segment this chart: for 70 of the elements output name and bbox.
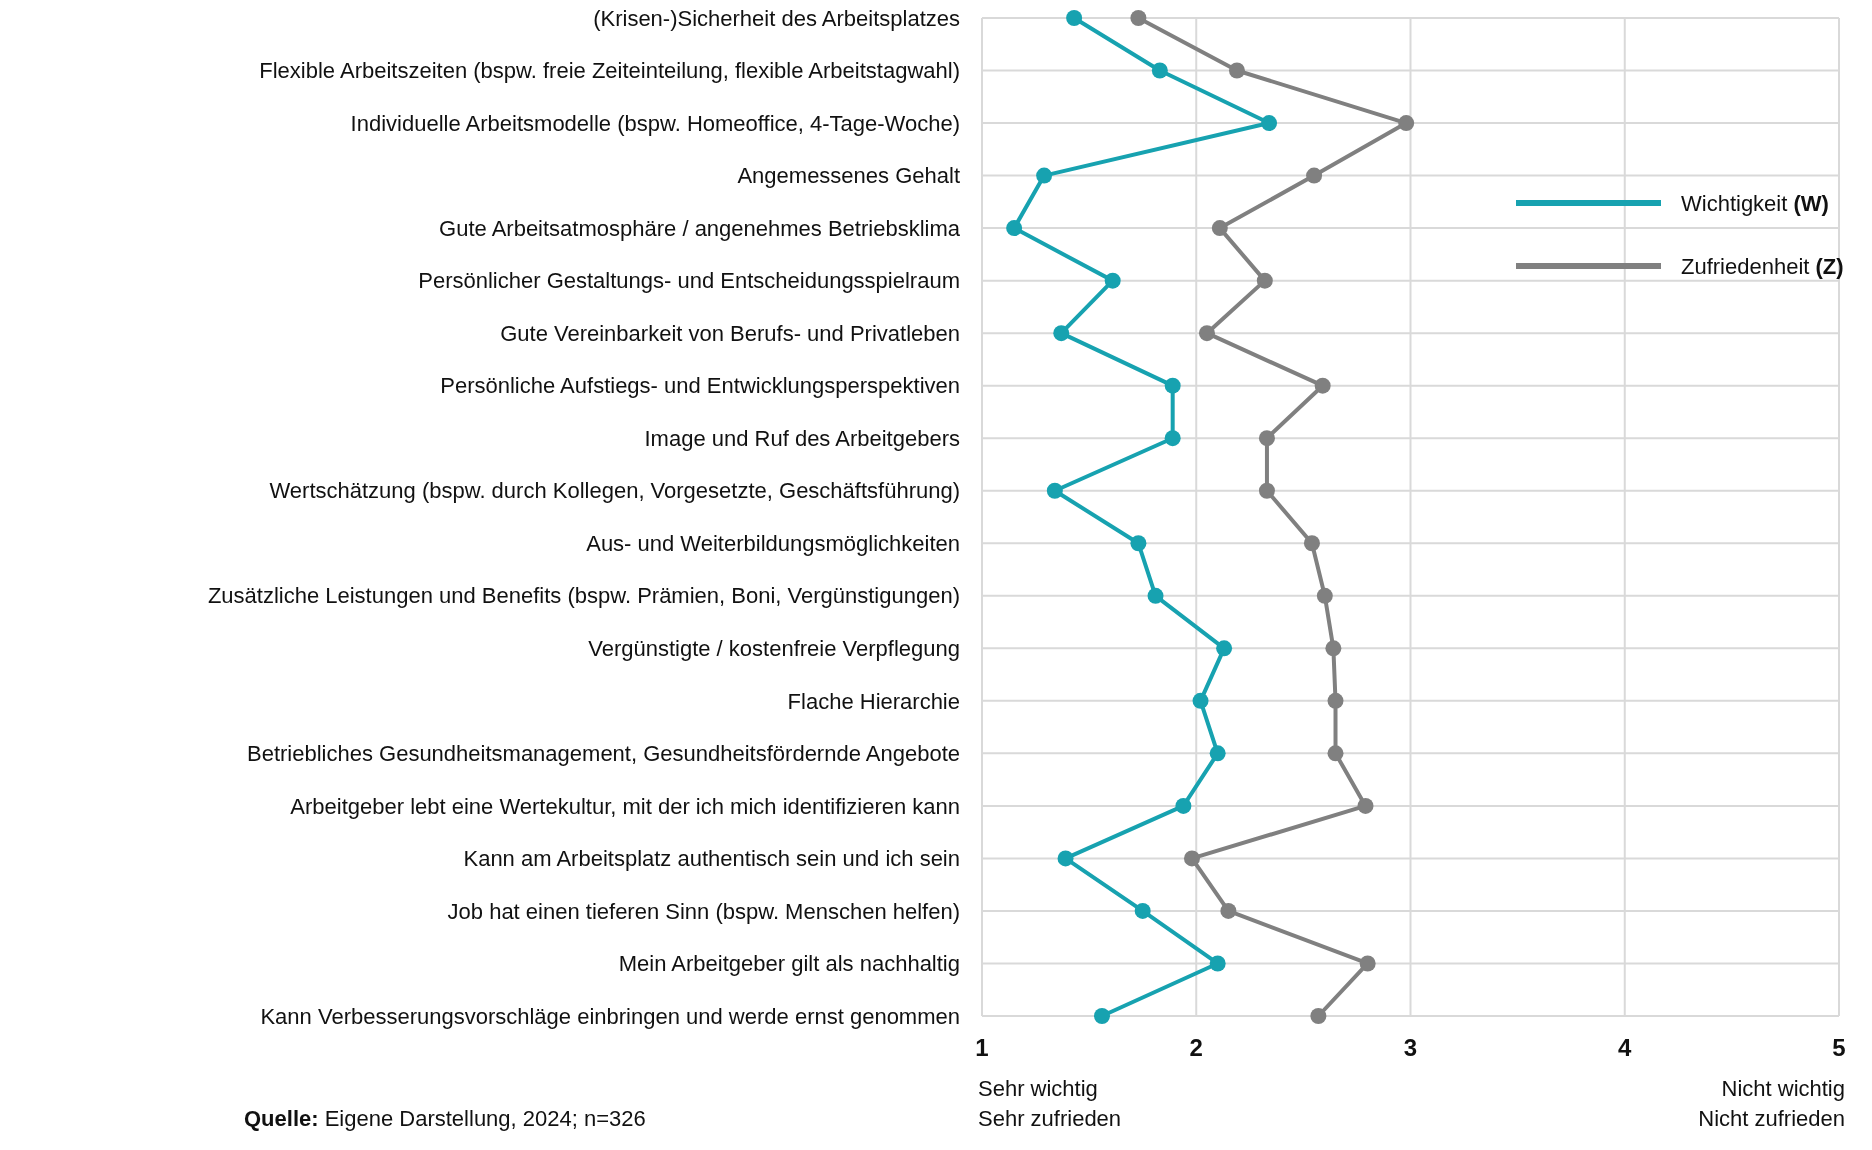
y-tick-label: Kann am Arbeitsplatz authentisch sein und ich sein bbox=[463, 846, 960, 872]
point bbox=[1220, 902, 1237, 919]
point bbox=[1053, 325, 1070, 342]
y-tick-label: Flache Hierarchie bbox=[787, 688, 960, 714]
text: Wichtigkeit (W) bbox=[1681, 190, 1829, 216]
point bbox=[1151, 62, 1168, 79]
point bbox=[1359, 955, 1376, 972]
point bbox=[1192, 692, 1209, 709]
point bbox=[1310, 1008, 1327, 1024]
point bbox=[1256, 272, 1273, 289]
point bbox=[1258, 482, 1275, 499]
point bbox=[1398, 115, 1415, 132]
y-tick-label: Flexible Arbeitszeiten (bspw. freie Zeiteinteilung, flexible Arbeitstagwahl) bbox=[259, 58, 960, 84]
y-tick-label: Vergünstigte / kostenfreie Verpflegung bbox=[588, 636, 960, 662]
y-tick-label: Arbeitgeber lebt eine Wertekultur, mit der ich mich identifizieren kann bbox=[290, 793, 960, 819]
point bbox=[1209, 745, 1226, 762]
point bbox=[1147, 587, 1164, 604]
point bbox=[1327, 745, 1344, 762]
y-tick-label: Aus- und Weiterbildungsmöglichkeiten bbox=[586, 530, 960, 556]
point bbox=[1183, 850, 1200, 867]
y-tick-label: Mein Arbeitgeber gilt als nachhaltig bbox=[618, 951, 960, 977]
y-tick-label: Zusätzliche Leistungen und Benefits (bspw. Prämien, Boni, Vergünstigungen) bbox=[207, 583, 960, 609]
point bbox=[1036, 167, 1053, 184]
point bbox=[1211, 220, 1228, 237]
text: Nicht wichtig Nicht zufrieden bbox=[1698, 1076, 1845, 1131]
point bbox=[1134, 902, 1151, 919]
y-tick-label: Angemessenes Gehalt bbox=[737, 163, 960, 189]
point bbox=[1209, 955, 1226, 972]
x-tick-label: 3 bbox=[1403, 1034, 1418, 1061]
y-tick-label: Job hat einen tieferen Sinn (bspw. Menschen helfen) bbox=[447, 898, 960, 924]
point bbox=[1216, 640, 1233, 657]
point bbox=[1228, 62, 1245, 79]
point bbox=[1093, 1008, 1110, 1024]
point bbox=[1057, 850, 1074, 867]
point bbox=[1164, 377, 1181, 394]
point bbox=[1066, 10, 1083, 26]
y-tick-label: Gute Vereinbarkeit von Berufs- und Privatleben bbox=[500, 320, 960, 346]
y-tick-label: Persönliche Aufstiegs- und Entwicklungsperspektiven bbox=[440, 373, 960, 399]
point bbox=[1316, 587, 1333, 604]
y-tick-label: Persönlicher Gestaltungs- und Entscheidungsspielraum bbox=[418, 268, 960, 294]
x-tick-label: 4 bbox=[1618, 1034, 1633, 1061]
point bbox=[1325, 640, 1342, 657]
y-tick-label: Image und Ruf des Arbeitgebers bbox=[644, 425, 960, 451]
y-tick-label: Wertschätzung (bspw. durch Kollegen, Vorgesetzte, Geschäftsführung) bbox=[269, 478, 960, 504]
point bbox=[1327, 692, 1344, 709]
point bbox=[1261, 115, 1278, 132]
point bbox=[1175, 797, 1192, 814]
x-tick-label: 5 bbox=[1832, 1034, 1846, 1061]
text: Zufriedenheit (Z) bbox=[1681, 253, 1844, 279]
x-tick-label: 1 bbox=[975, 1034, 989, 1061]
point bbox=[1164, 430, 1181, 447]
point bbox=[1130, 10, 1147, 26]
point bbox=[1314, 377, 1331, 394]
point bbox=[1130, 535, 1147, 552]
point bbox=[1104, 272, 1121, 289]
text: Sehr wichtig Sehr zufrieden bbox=[978, 1076, 1122, 1131]
y-tick-label: (Krisen-)Sicherheit des Arbeitsplatzes bbox=[593, 5, 960, 31]
y-tick-label: Individuelle Arbeitsmodelle (bspw. Homeoffice, 4-Tage-Woche) bbox=[350, 110, 960, 136]
point bbox=[1357, 797, 1374, 814]
point bbox=[1046, 482, 1063, 499]
y-tick-label: Kann Verbesserungsvorschläge einbringen und werde ernst genommen bbox=[260, 1003, 960, 1029]
point bbox=[1306, 167, 1323, 184]
point bbox=[1006, 220, 1023, 237]
source-note: Quelle: Eigene Darstellung, 2024; n=326 bbox=[244, 1106, 646, 1131]
point bbox=[1258, 430, 1275, 447]
point bbox=[1198, 325, 1215, 342]
y-tick-label: Gute Arbeitsatmosphäre / angenehmes Betriebsklima bbox=[439, 215, 961, 241]
x-tick-label: 2 bbox=[1189, 1034, 1203, 1061]
point bbox=[1303, 535, 1320, 552]
y-tick-label: Betriebliches Gesundheitsmanagement, Gesundheitsfördernde Angebote bbox=[246, 741, 960, 767]
